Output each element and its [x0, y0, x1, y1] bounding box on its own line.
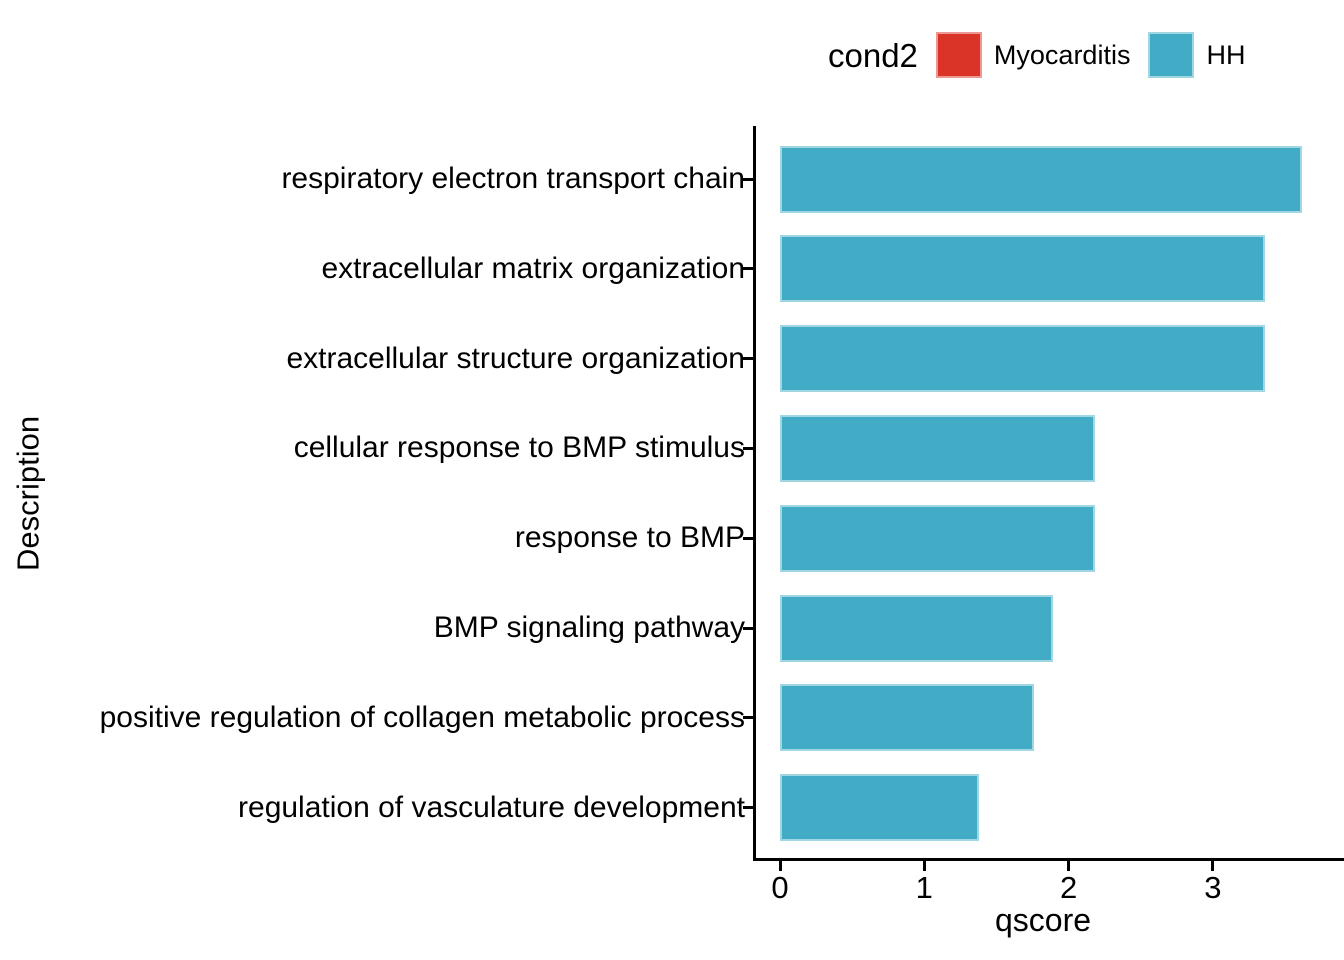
- x-axis-title: qscore: [994, 902, 1092, 938]
- y-axis-tick: [743, 716, 753, 720]
- legend-item-myocarditis: Myocarditis: [935, 32, 1131, 78]
- legend-key-hh-swatch: [1148, 32, 1195, 78]
- x-axis-tick: [922, 861, 926, 871]
- bar-hh: [780, 774, 979, 842]
- legend-key-myocarditis-swatch: [935, 32, 982, 78]
- bar-hh: [780, 594, 1053, 662]
- bar-hh: [780, 325, 1265, 393]
- legend-item-hh: HH: [1148, 32, 1245, 78]
- y-axis-tick: [743, 446, 753, 450]
- bar-hh: [780, 414, 1095, 482]
- y-axis-tick: [743, 267, 753, 271]
- bar-hh: [780, 684, 1034, 752]
- legend-title: cond2: [828, 36, 918, 74]
- x-axis-tick-label: 3: [1204, 870, 1222, 905]
- x-axis-tick: [778, 861, 782, 871]
- bar-hh: [780, 504, 1095, 572]
- y-axis-label: BMP signaling pathway: [433, 611, 745, 644]
- x-axis-line: [753, 858, 1344, 861]
- legend: cond2 Myocarditis HH: [828, 20, 1245, 90]
- y-axis-line: [753, 126, 756, 860]
- x-axis-tick: [1211, 861, 1215, 871]
- x-axis-tick-label: 1: [915, 870, 933, 905]
- y-axis-tick: [743, 806, 753, 810]
- y-axis-title: Description: [10, 415, 46, 571]
- x-axis-tick-label: 2: [1059, 870, 1078, 905]
- legend-label-myocarditis: Myocarditis: [993, 39, 1131, 70]
- y-axis-label: respiratory electron transport chain: [281, 162, 745, 195]
- y-axis-tick: [743, 536, 753, 540]
- x-axis-tick: [1067, 861, 1071, 871]
- bar-hh: [780, 235, 1265, 303]
- y-axis-label: positive regulation of collagen metaboli…: [99, 700, 745, 734]
- y-axis-label: extracellular structure organization: [286, 341, 745, 375]
- y-axis-label: response to BMP: [514, 521, 745, 555]
- y-axis-tick: [743, 177, 753, 181]
- y-axis-label: cellular response to BMP stimulus: [293, 431, 745, 465]
- y-axis-tick: [743, 357, 753, 361]
- legend-label-hh: HH: [1206, 39, 1246, 70]
- y-axis-label: regulation of vasculature development: [238, 790, 745, 824]
- y-axis-tick: [743, 626, 753, 630]
- x-axis-tick-label: 0: [771, 870, 789, 905]
- y-axis-label: extracellular matrix organization: [321, 251, 745, 285]
- bar-hh: [780, 145, 1302, 213]
